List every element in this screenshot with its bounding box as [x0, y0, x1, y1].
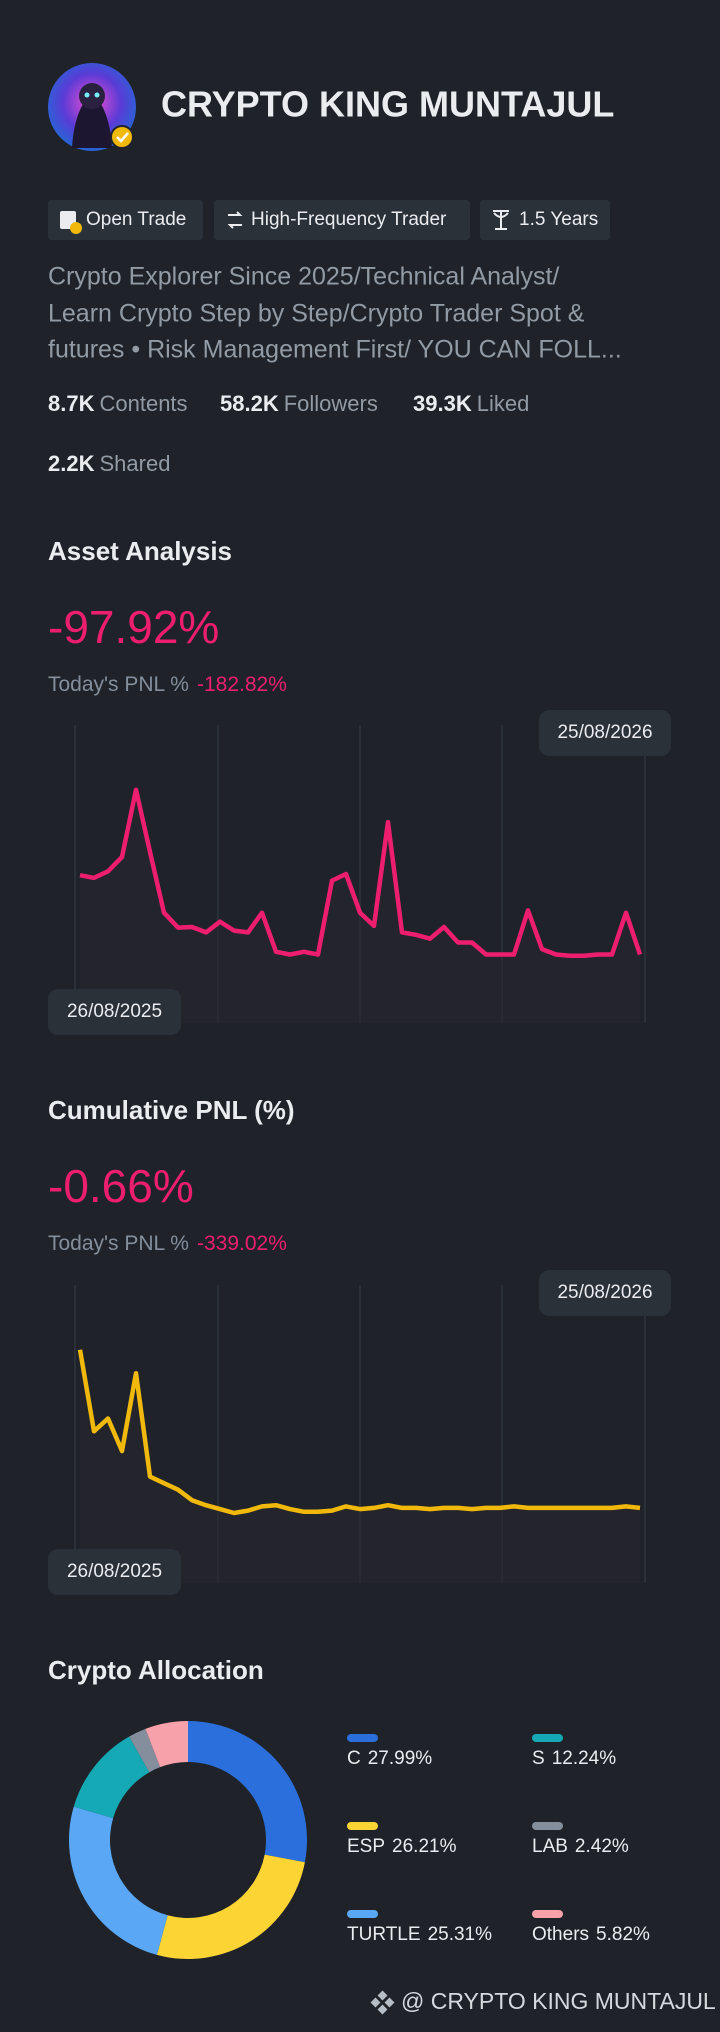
legend-label: ESP [347, 1836, 385, 1857]
legend-swatch [347, 1734, 378, 1742]
legend-value: 27.99% [368, 1748, 433, 1769]
start-date: 26/08/2025 [67, 1561, 162, 1582]
tag-icon [227, 211, 243, 229]
tag-label: High-Frequency Trader [251, 209, 447, 230]
stat-value: 58.2K [220, 391, 279, 416]
pnl-label: Today's PNL % [48, 1232, 189, 1255]
end-date: 25/08/2026 [557, 722, 652, 743]
stat-label: Contents [99, 391, 187, 416]
date-badge [48, 1549, 181, 1595]
legend-entry: TURTLE 25.31% [347, 1924, 492, 1945]
bio-line: futures • Risk Management First/ YOU CAN… [48, 336, 622, 364]
tag [48, 200, 203, 240]
stat: 58.2K Followers [220, 391, 378, 416]
pnl-row: Today's PNL % -182.82% [48, 673, 287, 696]
donut-slice [73, 1736, 150, 1819]
legend-label: LAB [532, 1836, 568, 1857]
end-date: 25/08/2026 [557, 1282, 652, 1303]
stat: 39.3K Liked [413, 391, 529, 416]
legend-value: 26.21% [392, 1836, 457, 1857]
legend-swatch [532, 1734, 563, 1742]
stat-value: 39.3K [413, 391, 472, 416]
date-badge [48, 989, 181, 1035]
avatar[interactable] [48, 63, 136, 151]
headline-value: -0.66% [48, 1160, 194, 1212]
tag-icon [70, 222, 82, 234]
legend-value: 5.82% [596, 1924, 650, 1945]
legend-swatch [532, 1910, 563, 1918]
stat: 8.7K Contents [48, 391, 188, 416]
pnl-row: Today's PNL % -339.02% [48, 1232, 287, 1255]
legend-entry: Others 5.82% [532, 1924, 650, 1945]
legend-value: 25.31% [428, 1924, 493, 1945]
date-badge [539, 710, 671, 756]
area [80, 789, 640, 1023]
legend-entry: LAB 2.42% [532, 1836, 629, 1857]
legend-label: Others [532, 1924, 589, 1945]
tag-icon [493, 210, 509, 230]
pnl-value: -182.82% [197, 673, 287, 696]
bio-line: Learn Crypto Step by Step/Crypto Trader … [48, 300, 585, 328]
pnl-value: -339.02% [197, 1232, 287, 1255]
legend-label: TURTLE [347, 1924, 421, 1945]
legend-label: C [347, 1748, 361, 1769]
donut-slice [188, 1721, 307, 1863]
tag [214, 200, 470, 240]
section-title: Crypto Allocation [48, 1655, 264, 1685]
line [79, 787, 643, 958]
donut-slice [156, 1854, 305, 1959]
stat-value: 8.7K [48, 391, 95, 416]
legend-entry: S 12.24% [532, 1748, 616, 1769]
legend-entry: ESP 26.21% [347, 1836, 457, 1857]
legend-value: 2.42% [575, 1836, 629, 1857]
tag-label: Open Trade [86, 209, 186, 230]
section-title: Asset Analysis [48, 536, 232, 566]
legend-swatch [532, 1822, 563, 1830]
binance-logo [370, 1990, 395, 2015]
start-date: 26/08/2025 [67, 1001, 162, 1022]
stat-label: Shared [99, 451, 170, 476]
legend-label: S [532, 1748, 545, 1769]
legend-swatch [347, 1910, 378, 1918]
tag-label: 1.5 Years [519, 209, 598, 230]
pnl-label: Today's PNL % [48, 673, 189, 696]
legend-value: 12.24% [552, 1748, 617, 1769]
legend-entry: C 27.99% [347, 1748, 432, 1769]
line [77, 1349, 641, 1516]
donut-slice [129, 1728, 161, 1773]
profile-name: CRYPTO KING MUNTAJUL [161, 84, 614, 125]
headline-value: -97.92% [48, 601, 219, 653]
stat-label: Followers [284, 391, 378, 416]
stat: 2.2K Shared [48, 451, 170, 476]
donut-slice [68, 1806, 168, 1955]
stat-value: 2.2K [48, 451, 95, 476]
donut-slice [145, 1721, 188, 1768]
date-badge [539, 1270, 671, 1316]
tag [480, 200, 610, 240]
area [80, 1349, 640, 1583]
section-title: Cumulative PNL (%) [48, 1095, 295, 1125]
footer-watermark: @ CRYPTO KING MUNTAJUL [401, 1988, 716, 2014]
bio-line: Crypto Explorer Since 2025/Technical Ana… [48, 263, 559, 291]
legend-swatch [347, 1822, 378, 1830]
stat-label: Liked [477, 391, 530, 416]
